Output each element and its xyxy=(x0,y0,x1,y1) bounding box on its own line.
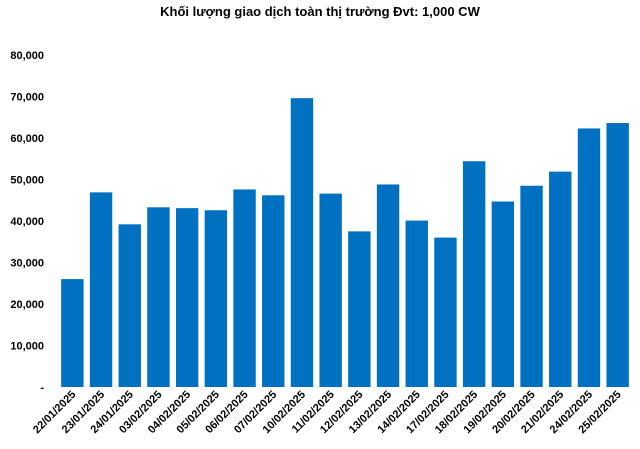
y-tick-label: 40,000 xyxy=(10,216,44,228)
bar xyxy=(89,192,113,387)
bar xyxy=(204,210,228,387)
x-axis: 22/01/202523/01/202524/01/202503/02/2025… xyxy=(31,389,624,436)
y-tick-label: 20,000 xyxy=(10,299,44,311)
y-tick-label: 70,000 xyxy=(10,92,44,104)
y-tick-label: 30,000 xyxy=(10,258,44,270)
y-tick-label: 60,000 xyxy=(10,133,44,145)
y-tick-label: 80,000 xyxy=(10,50,44,62)
bar xyxy=(290,98,314,387)
bar xyxy=(606,123,629,387)
bar xyxy=(549,171,572,387)
chart-title: Khối lượng giao dịch toàn thị trường Đvt… xyxy=(160,4,480,19)
bar xyxy=(405,220,428,387)
bar xyxy=(348,231,371,388)
bar xyxy=(175,208,199,387)
bar xyxy=(319,193,342,387)
bar xyxy=(434,237,457,387)
bar xyxy=(233,189,256,387)
bar xyxy=(376,184,400,387)
y-tick-label: - xyxy=(40,382,44,394)
bar xyxy=(147,207,170,387)
bar xyxy=(61,279,84,387)
bar xyxy=(577,128,601,387)
bars xyxy=(61,98,629,388)
bar xyxy=(491,201,515,387)
y-tick-label: 10,000 xyxy=(10,341,44,353)
bar xyxy=(520,185,543,387)
bar xyxy=(462,161,486,387)
bar xyxy=(262,195,285,387)
y-axis: - 10,000 20,000 30,000 40,000 50,000 60,000 70,… xyxy=(10,50,44,394)
bar xyxy=(118,224,141,387)
y-tick-label: 50,000 xyxy=(10,175,44,187)
